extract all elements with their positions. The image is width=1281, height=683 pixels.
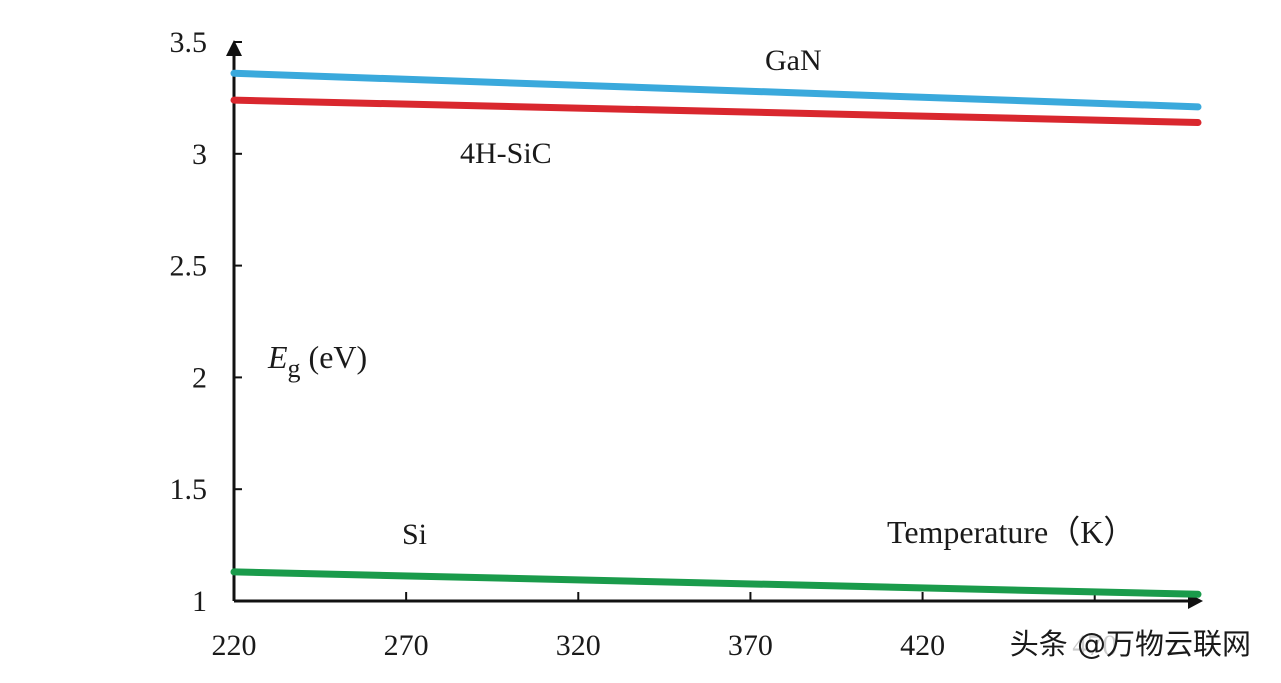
y-tick-label: 1 (192, 585, 207, 618)
x-tick-label: 320 (556, 629, 601, 662)
x-tick-label: 420 (900, 629, 945, 662)
y-axis-arrow (226, 40, 242, 56)
series-line-gan (230, 69, 1202, 111)
y-axis-unit: (eV) (301, 339, 368, 375)
y-axis-subscript: g (288, 354, 301, 383)
series-label-si: Si (402, 518, 427, 551)
y-tick-label: 2 (192, 361, 207, 394)
y-tick-label: 2.5 (170, 250, 208, 283)
series-layer (230, 69, 1202, 598)
x-axis-title: Temperature（K） (887, 514, 1135, 550)
y-axis-title: Eg (eV) (267, 339, 367, 383)
x-tick-label: 220 (212, 629, 257, 662)
series-line-4h-sic (230, 96, 1202, 126)
watermark: 头条 @万物云联网 (1001, 619, 1259, 665)
series-label-4h-sic: 4H-SiC (460, 137, 552, 170)
x-tick-label: 270 (384, 629, 429, 662)
y-tick-label: 3 (192, 138, 207, 171)
series-line-si (230, 568, 1202, 598)
y-axis-symbol: E (267, 339, 288, 375)
y-tick-label: 3.5 (170, 26, 208, 59)
x-tick-label: 370 (728, 629, 773, 662)
labels: GaN 4H-SiC Si Temperature（K） Eg (eV) (267, 44, 1135, 551)
y-tick-label: 1.5 (170, 473, 208, 506)
series-label-gan: GaN (765, 44, 822, 77)
